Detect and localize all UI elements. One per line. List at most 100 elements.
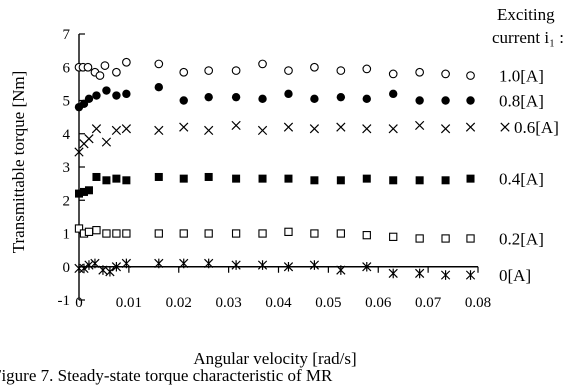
data-point xyxy=(310,176,319,185)
data-point xyxy=(83,62,93,72)
data-point xyxy=(79,263,89,274)
data-point xyxy=(79,187,88,196)
y-tick-label: 1 xyxy=(63,227,71,243)
x-tick-label: 0 xyxy=(75,295,83,311)
data-point xyxy=(231,260,241,270)
data-point xyxy=(284,66,293,75)
data-point xyxy=(362,124,372,134)
x-tick-label: 0.03 xyxy=(216,295,242,311)
data-point xyxy=(388,268,398,279)
data-point xyxy=(122,89,131,99)
data-point xyxy=(362,231,371,240)
legend-label: 0.6[A] xyxy=(514,118,559,137)
legend: 1.0[A] 0.8[A] 0.6[A] 0.4[A] 0.2[A] 0[A] Exciti… xyxy=(492,5,564,285)
legend-title-line1: Exciting xyxy=(497,5,555,24)
data-point xyxy=(122,176,131,185)
data-point xyxy=(154,258,164,269)
data-point xyxy=(283,261,294,272)
data-point xyxy=(389,176,398,185)
data-point xyxy=(84,260,94,270)
data-point xyxy=(231,92,241,102)
data-point xyxy=(362,64,372,74)
data-point xyxy=(258,229,267,238)
data-point xyxy=(179,229,188,238)
legend-label: 0.4[A] xyxy=(499,170,544,189)
x-tick-label: 0.05 xyxy=(315,295,341,311)
data-point xyxy=(415,67,424,77)
data-point xyxy=(466,71,475,80)
x-tick-label: 0.08 xyxy=(465,295,491,311)
data-point xyxy=(389,89,398,99)
data-point xyxy=(179,174,188,183)
data-point xyxy=(283,122,294,132)
data-point xyxy=(102,229,111,238)
data-point xyxy=(112,67,121,77)
data-point xyxy=(415,234,424,243)
data-point xyxy=(204,258,214,269)
data-point xyxy=(336,229,345,238)
y-tick-label: 4 xyxy=(63,127,71,143)
data-point xyxy=(154,59,164,69)
data-point xyxy=(112,229,121,238)
data-point xyxy=(204,92,213,102)
y-tick-label: 0 xyxy=(63,260,71,276)
data-point xyxy=(388,124,398,134)
data-point xyxy=(257,125,268,136)
data-point xyxy=(74,263,84,274)
data-point xyxy=(309,124,320,134)
data-point xyxy=(441,176,450,185)
legend-label: 0[A] xyxy=(499,266,531,285)
data-point xyxy=(466,174,475,183)
data-point xyxy=(388,69,398,79)
x-axis-title: Angular velocity [rad/s] xyxy=(193,349,356,368)
data-point xyxy=(231,120,241,131)
data-point xyxy=(111,261,122,272)
data-point xyxy=(84,134,94,144)
x-tick-label: 0.07 xyxy=(415,295,442,311)
data-point xyxy=(84,186,93,195)
y-tick-label: 7 xyxy=(63,27,71,43)
data-point xyxy=(415,176,424,185)
y-tick-label: 6 xyxy=(63,60,71,76)
data-point xyxy=(362,94,371,104)
data-point xyxy=(441,96,450,105)
data-point xyxy=(258,174,267,183)
data-point xyxy=(258,59,267,69)
x-tick-label: 0.01 xyxy=(116,295,142,311)
data-point xyxy=(102,176,111,185)
data-point xyxy=(232,174,241,183)
data-point xyxy=(179,258,189,269)
data-point xyxy=(231,229,241,238)
data-point xyxy=(284,227,293,236)
data-point xyxy=(122,229,131,238)
data-point xyxy=(336,92,346,102)
data-point xyxy=(440,124,451,134)
series-0.4[A] xyxy=(75,172,475,198)
series-1.0[A] xyxy=(74,57,475,80)
data-point xyxy=(336,176,345,185)
data-point xyxy=(284,174,293,183)
data-point xyxy=(154,229,163,238)
legend-label: 0.8[A] xyxy=(499,92,544,111)
y-axis-title: Transmittable torque [Nm] xyxy=(9,71,28,254)
data-point xyxy=(75,189,83,198)
data-point xyxy=(92,172,101,181)
data-point xyxy=(336,66,346,75)
data-point xyxy=(154,83,163,92)
data-point xyxy=(465,122,476,132)
data-point xyxy=(98,265,108,275)
data-point xyxy=(466,234,475,243)
y-tick-label: -1 xyxy=(58,293,71,309)
y-tick-label: 2 xyxy=(63,193,71,209)
data-point xyxy=(309,260,320,270)
x-tick-label: 0.02 xyxy=(166,295,192,311)
data-point xyxy=(101,137,112,147)
legend-title-line2: current i₁ : xyxy=(492,28,564,47)
y-tick-label: 3 xyxy=(63,160,71,176)
data-point xyxy=(336,122,346,132)
data-point xyxy=(122,57,131,67)
data-point xyxy=(84,227,94,236)
data-point xyxy=(441,234,450,243)
